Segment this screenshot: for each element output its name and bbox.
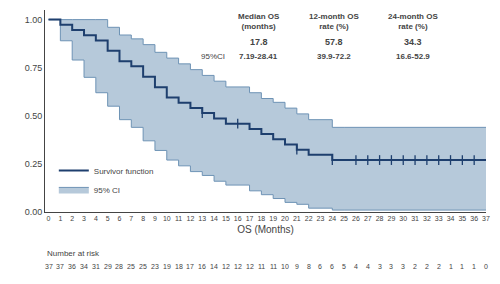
svg-text:2: 2: [70, 215, 74, 222]
svg-text:29: 29: [104, 263, 112, 270]
svg-text:17: 17: [246, 215, 254, 222]
svg-text:28: 28: [376, 215, 384, 222]
svg-text:4: 4: [354, 263, 358, 270]
svg-text:0: 0: [47, 215, 51, 222]
svg-text:12: 12: [246, 263, 254, 270]
svg-text:3: 3: [82, 215, 86, 222]
svg-text:37: 37: [482, 215, 490, 222]
svg-text:18: 18: [175, 263, 183, 270]
svg-text:1: 1: [460, 263, 464, 270]
svg-text:14: 14: [210, 215, 218, 222]
svg-text:13: 13: [198, 215, 206, 222]
svg-text:36: 36: [470, 215, 478, 222]
svg-text:16: 16: [234, 215, 242, 222]
svg-text:1: 1: [472, 263, 476, 270]
svg-text:31: 31: [411, 215, 419, 222]
svg-text:12: 12: [187, 215, 195, 222]
svg-text:1: 1: [449, 263, 453, 270]
svg-text:3: 3: [389, 263, 393, 270]
svg-text:12: 12: [222, 263, 230, 270]
svg-text:4: 4: [366, 263, 370, 270]
svg-text:21: 21: [293, 215, 301, 222]
svg-text:2: 2: [425, 263, 429, 270]
svg-text:14: 14: [210, 263, 218, 270]
svg-text:25: 25: [340, 215, 348, 222]
svg-text:11: 11: [175, 215, 182, 222]
svg-text:Number at risk: Number at risk: [47, 249, 100, 258]
svg-text:0.50: 0.50: [25, 111, 43, 121]
svg-text:15: 15: [222, 215, 230, 222]
svg-text:24-month OSrate (%): 24-month OSrate (%): [388, 12, 438, 31]
svg-text:19: 19: [269, 215, 277, 222]
svg-text:19: 19: [163, 263, 171, 270]
svg-text:8: 8: [307, 263, 311, 270]
svg-text:6: 6: [118, 215, 122, 222]
svg-text:95%CI: 95%CI: [201, 52, 225, 61]
svg-text:0.75: 0.75: [25, 63, 43, 73]
svg-text:5: 5: [342, 263, 346, 270]
svg-text:9: 9: [295, 263, 299, 270]
svg-text:3: 3: [401, 263, 405, 270]
svg-text:37: 37: [56, 263, 64, 270]
svg-text:27: 27: [364, 215, 372, 222]
svg-text:Survivor function: Survivor function: [94, 167, 154, 176]
svg-text:7: 7: [129, 215, 133, 222]
svg-text:10: 10: [163, 215, 171, 222]
svg-text:1.00: 1.00: [25, 15, 43, 25]
svg-text:23: 23: [151, 263, 159, 270]
svg-text:95% CI: 95% CI: [94, 186, 120, 195]
svg-text:26: 26: [352, 215, 360, 222]
svg-text:OS (Months): OS (Months): [237, 224, 294, 235]
svg-text:18: 18: [257, 215, 265, 222]
svg-text:16.6-52.9: 16.6-52.9: [396, 52, 430, 61]
svg-text:57.8: 57.8: [325, 37, 343, 47]
svg-text:0.25: 0.25: [25, 159, 43, 169]
svg-text:8: 8: [141, 215, 145, 222]
svg-text:34: 34: [447, 215, 455, 222]
svg-text:12-month OSrate (%): 12-month OSrate (%): [309, 12, 359, 31]
svg-text:22: 22: [305, 215, 313, 222]
svg-text:6: 6: [330, 263, 334, 270]
svg-text:16: 16: [198, 263, 206, 270]
svg-text:25: 25: [127, 263, 135, 270]
svg-text:29: 29: [388, 215, 396, 222]
svg-text:25: 25: [139, 263, 147, 270]
svg-text:9: 9: [153, 215, 157, 222]
svg-text:0: 0: [484, 263, 488, 270]
svg-text:6: 6: [318, 263, 322, 270]
svg-text:24: 24: [328, 215, 336, 222]
svg-text:0.00: 0.00: [25, 207, 43, 217]
svg-text:35: 35: [458, 215, 466, 222]
svg-text:10: 10: [281, 263, 289, 270]
svg-text:2: 2: [437, 263, 441, 270]
svg-text:3: 3: [378, 263, 382, 270]
svg-text:34: 34: [80, 263, 88, 270]
svg-text:34.3: 34.3: [404, 37, 422, 47]
svg-text:17.8: 17.8: [250, 37, 268, 47]
svg-text:30: 30: [399, 215, 407, 222]
svg-text:12: 12: [234, 263, 242, 270]
svg-text:7.19-28.41: 7.19-28.41: [239, 52, 278, 61]
svg-text:23: 23: [317, 215, 325, 222]
svg-text:11: 11: [258, 263, 265, 270]
svg-text:20: 20: [281, 215, 289, 222]
svg-text:39.9-72.2: 39.9-72.2: [317, 52, 351, 61]
svg-text:36: 36: [68, 263, 76, 270]
svg-text:33: 33: [435, 215, 443, 222]
svg-text:11: 11: [270, 263, 277, 270]
svg-text:37: 37: [45, 263, 53, 270]
svg-text:Median OS(months): Median OS(months): [238, 12, 280, 31]
svg-text:28: 28: [115, 263, 123, 270]
svg-text:2: 2: [413, 263, 417, 270]
svg-text:31: 31: [92, 263, 100, 270]
svg-text:1: 1: [58, 215, 62, 222]
svg-text:5: 5: [106, 215, 110, 222]
svg-text:4: 4: [94, 215, 98, 222]
svg-text:17: 17: [186, 263, 194, 270]
svg-text:32: 32: [423, 215, 431, 222]
